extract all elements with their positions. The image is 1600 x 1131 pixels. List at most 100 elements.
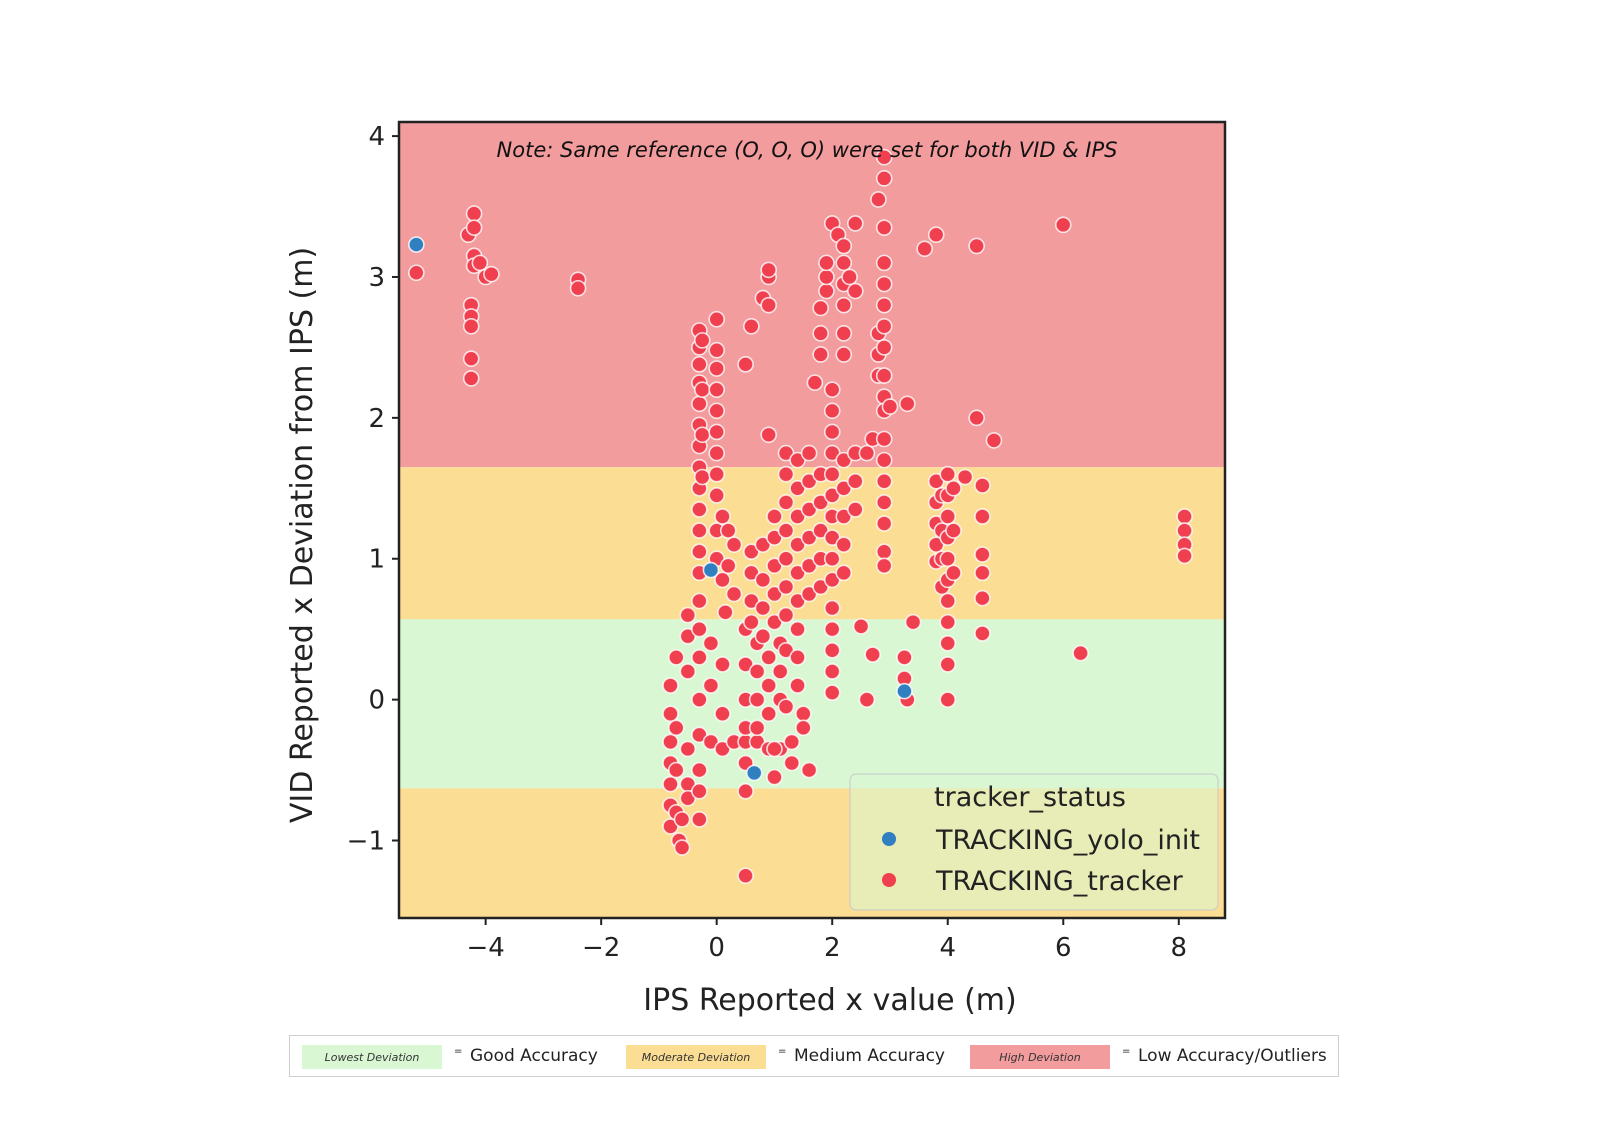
point-tracker bbox=[748, 663, 766, 680]
point-tracker bbox=[823, 684, 841, 701]
point-tracker bbox=[904, 613, 922, 631]
point-tracker bbox=[662, 733, 679, 751]
point-tracker bbox=[1072, 644, 1089, 662]
legend-marker-yolo-init bbox=[882, 832, 896, 846]
point-tracker bbox=[569, 279, 587, 297]
point-tracker bbox=[693, 381, 711, 398]
x-axis-label: IPS Reported x value (m) bbox=[643, 983, 1016, 1018]
point-tracker bbox=[945, 564, 962, 582]
point-tracker bbox=[783, 733, 801, 751]
point-tracker bbox=[691, 811, 708, 828]
point-tracker bbox=[737, 782, 754, 800]
point-tracker bbox=[823, 620, 841, 638]
point-tracker bbox=[875, 430, 893, 448]
point-tracker bbox=[875, 515, 893, 532]
point-yolo-init bbox=[745, 764, 763, 782]
key-label-low: Low Accuracy/Outliers bbox=[1138, 1046, 1327, 1066]
point-tracker bbox=[754, 627, 772, 645]
point-tracker bbox=[462, 317, 480, 335]
point-tracker bbox=[760, 296, 777, 314]
point-tracker bbox=[719, 557, 737, 575]
legend-marker-tracker bbox=[882, 873, 896, 887]
point-tracker bbox=[939, 592, 957, 610]
point-tracker bbox=[717, 603, 734, 621]
point-tracker bbox=[823, 465, 841, 483]
point-tracker bbox=[679, 663, 697, 680]
point-tracker bbox=[875, 254, 893, 272]
point-tracker bbox=[927, 226, 945, 244]
point-tracker bbox=[823, 402, 841, 420]
point-tracker bbox=[812, 346, 829, 363]
point-tracker bbox=[777, 494, 795, 511]
point-tracker bbox=[1054, 216, 1072, 234]
x-tick-label: 2 bbox=[824, 933, 841, 963]
point-tracker bbox=[691, 522, 708, 539]
point-tracker bbox=[743, 613, 760, 631]
x-tick-label: 4 bbox=[939, 933, 956, 963]
point-tracker bbox=[858, 691, 876, 708]
point-tracker bbox=[835, 237, 853, 255]
point-tracker bbox=[974, 546, 991, 563]
point-tracker bbox=[462, 350, 480, 367]
point-tracker bbox=[847, 501, 864, 518]
x-tick-label: 6 bbox=[1055, 933, 1072, 963]
point-tracker bbox=[748, 719, 766, 737]
point-tracker bbox=[875, 472, 893, 490]
point-tracker bbox=[875, 296, 893, 314]
point-tracker bbox=[691, 782, 708, 800]
key-label-medium: Medium Accuracy bbox=[794, 1046, 945, 1066]
x-tick-label: −2 bbox=[582, 933, 620, 963]
point-tracker bbox=[875, 317, 893, 335]
point-tracker bbox=[754, 571, 772, 589]
point-tracker bbox=[841, 268, 858, 286]
point-tracker bbox=[835, 346, 853, 363]
point-tracker bbox=[823, 599, 841, 617]
point-yolo-init bbox=[896, 682, 913, 700]
point-tracker bbox=[465, 219, 483, 236]
band-high bbox=[399, 122, 1225, 468]
chart-legend: tracker_status TRACKING_yolo_init TRACKI… bbox=[849, 773, 1219, 911]
point-tracker bbox=[708, 423, 725, 441]
point-tracker bbox=[693, 426, 711, 444]
point-tracker bbox=[777, 698, 795, 715]
point-tracker bbox=[847, 282, 864, 300]
point-tracker bbox=[939, 634, 957, 652]
point-tracker bbox=[462, 370, 480, 387]
legend-title: tracker_status bbox=[934, 782, 1126, 813]
point-tracker bbox=[714, 705, 731, 723]
point-tracker bbox=[667, 761, 685, 779]
point-tracker bbox=[667, 649, 685, 666]
point-tracker bbox=[875, 148, 893, 166]
point-tracker bbox=[667, 719, 685, 737]
point-yolo-init bbox=[408, 236, 425, 253]
point-tracker bbox=[847, 215, 864, 232]
point-tracker bbox=[800, 761, 818, 779]
point-tracker bbox=[875, 219, 893, 236]
point-tracker bbox=[974, 564, 991, 582]
point-tracker bbox=[691, 691, 708, 708]
point-tracker bbox=[875, 170, 893, 187]
point-tracker bbox=[662, 705, 679, 723]
point-tracker bbox=[939, 550, 957, 568]
point-tracker bbox=[795, 719, 812, 737]
point-tracker bbox=[737, 356, 754, 373]
point-tracker bbox=[789, 677, 806, 694]
point-tracker bbox=[847, 472, 864, 490]
point-tracker bbox=[939, 508, 957, 525]
point-tracker bbox=[806, 374, 824, 391]
point-tracker bbox=[875, 543, 893, 560]
point-tracker bbox=[864, 646, 881, 663]
point-tracker bbox=[708, 360, 725, 377]
key-equals: = bbox=[778, 1046, 787, 1057]
y-tick-label: −1 bbox=[347, 827, 385, 857]
point-tracker bbox=[812, 325, 829, 342]
point-tracker bbox=[708, 402, 725, 420]
point-tracker bbox=[725, 536, 743, 553]
point-tracker bbox=[818, 254, 835, 272]
key-equals: = bbox=[1122, 1046, 1131, 1057]
point-tracker bbox=[760, 705, 777, 723]
point-tracker bbox=[760, 649, 777, 666]
point-tracker bbox=[823, 550, 841, 568]
key-swatch-moderate: Moderate Deviation bbox=[626, 1045, 766, 1069]
key-equals: = bbox=[454, 1046, 463, 1057]
